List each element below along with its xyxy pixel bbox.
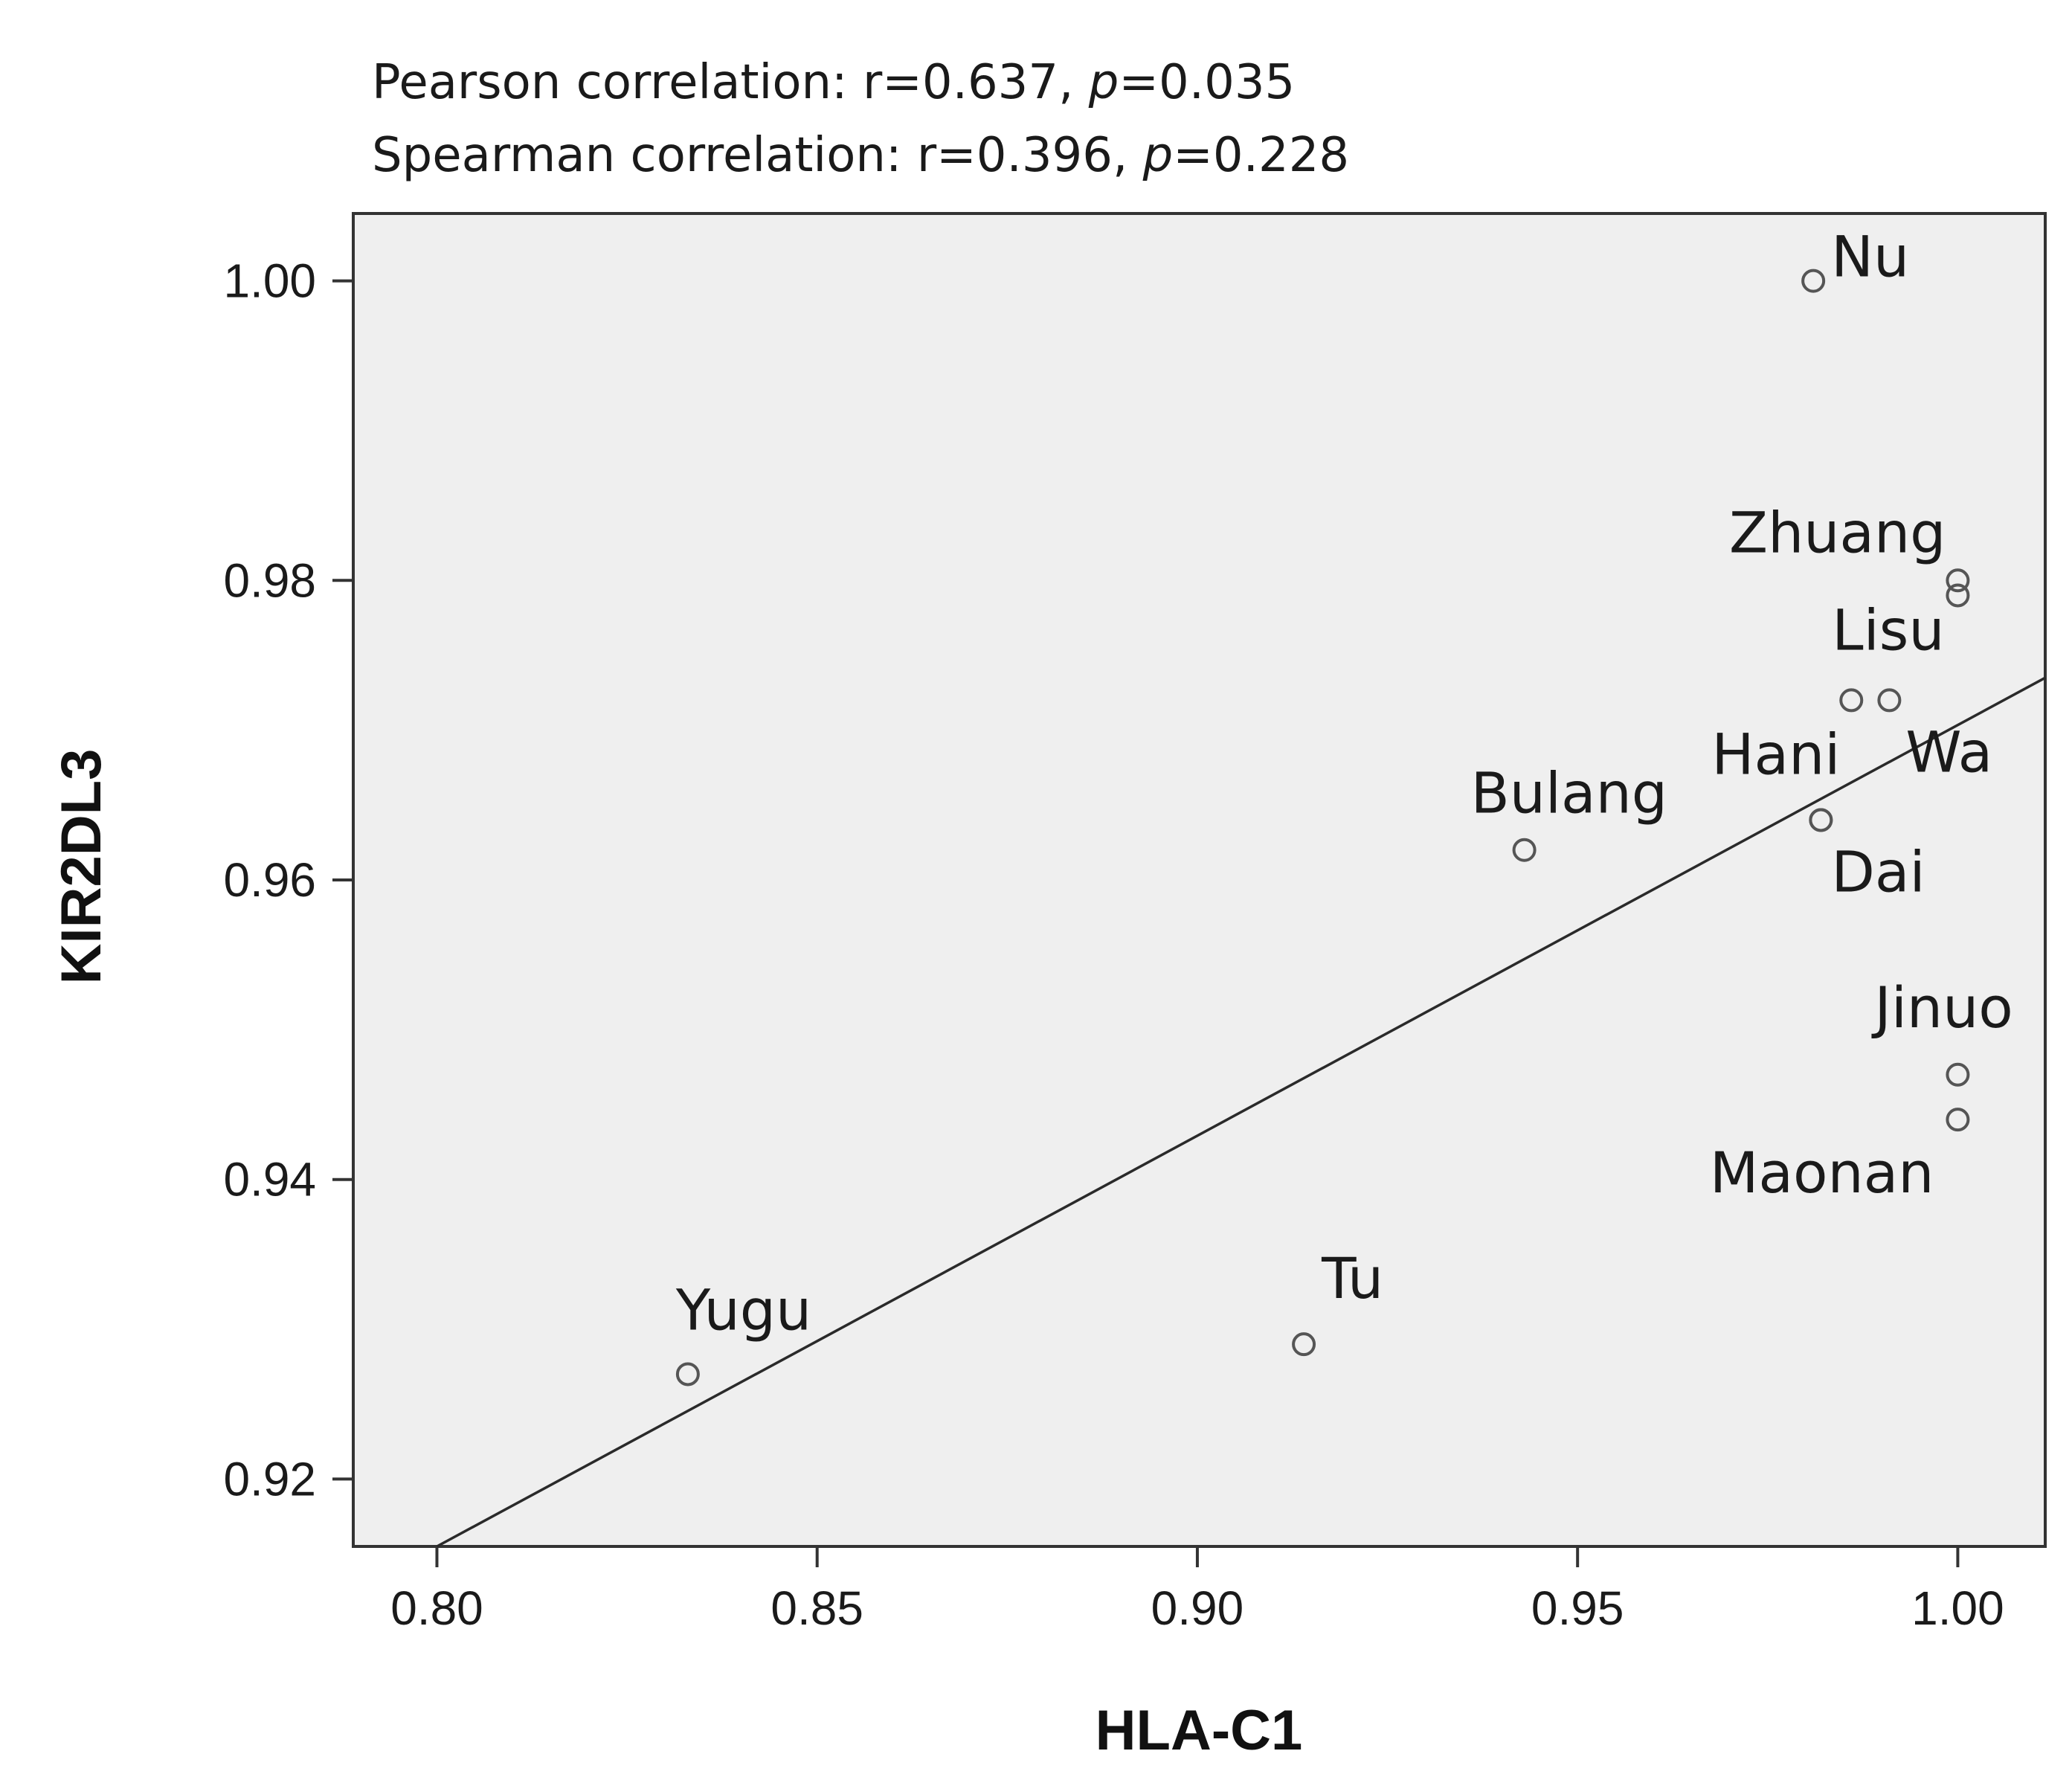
x-tick-label: 0.95 bbox=[1531, 1581, 1624, 1635]
y-tick-label: 0.92 bbox=[223, 1452, 316, 1506]
data-point bbox=[1877, 688, 1902, 713]
y-tick-label: 1.00 bbox=[223, 254, 316, 308]
pearson-correlation-text: Pearson correlation: r=0.637, p=0.035 bbox=[372, 55, 1295, 110]
plot-area bbox=[352, 212, 2047, 1548]
data-point bbox=[1946, 583, 1970, 608]
x-axis: 0.80 0.85 0.90 0.95 1.00 bbox=[390, 1546, 2004, 1635]
y-axis-title: KIR2DL3 bbox=[50, 749, 113, 985]
data-point bbox=[1946, 568, 1970, 593]
point-label-zhuang: Zhuang bbox=[1729, 499, 1946, 565]
point-labels: Nu Zhuang Lisu Wa Hani Dai Bulang Jinuo Maonan Tu… bbox=[675, 224, 2013, 1343]
point-label-hani: Hani bbox=[1711, 721, 1840, 787]
data-point bbox=[1946, 1062, 1970, 1087]
x-tick-label: 0.85 bbox=[770, 1581, 863, 1635]
data-point bbox=[1839, 688, 1864, 713]
point-label-nu: Nu bbox=[1831, 224, 1909, 290]
data-point bbox=[675, 1362, 700, 1387]
x-tick-label: 1.00 bbox=[1911, 1581, 2004, 1635]
x-tick-label: 0.90 bbox=[1151, 1581, 1244, 1635]
point-label-tu: Tu bbox=[1321, 1245, 1383, 1311]
data-point bbox=[1946, 1108, 1970, 1132]
y-tick-label: 0.96 bbox=[223, 853, 316, 907]
data-point bbox=[1292, 1332, 1316, 1357]
data-point bbox=[1512, 838, 1537, 862]
regression-line-group bbox=[436, 676, 2046, 1548]
x-axis-title: HLA-C1 bbox=[1095, 1699, 1303, 1762]
point-label-jinuo: Jinuo bbox=[1871, 974, 2013, 1041]
data-points bbox=[675, 269, 1970, 1387]
point-label-bulang: Bulang bbox=[1471, 760, 1667, 826]
point-label-wa: Wa bbox=[1905, 719, 1992, 785]
point-label-dai: Dai bbox=[1831, 838, 1925, 905]
data-point bbox=[1801, 269, 1826, 293]
point-label-yugu: Yugu bbox=[675, 1276, 811, 1343]
point-label-lisu: Lisu bbox=[1832, 597, 1944, 663]
x-tick-label: 0.80 bbox=[390, 1581, 483, 1635]
regression-line bbox=[436, 676, 2046, 1548]
point-label-maonan: Maonan bbox=[1710, 1140, 1934, 1206]
y-tick-label: 0.94 bbox=[223, 1153, 316, 1207]
y-tick-label: 0.98 bbox=[223, 553, 316, 607]
y-axis: 0.92 0.94 0.96 0.98 1.00 bbox=[223, 254, 353, 1506]
spearman-correlation-text: Spearman correlation: r=0.396, p=0.228 bbox=[372, 128, 1349, 183]
data-point bbox=[1809, 808, 1833, 832]
